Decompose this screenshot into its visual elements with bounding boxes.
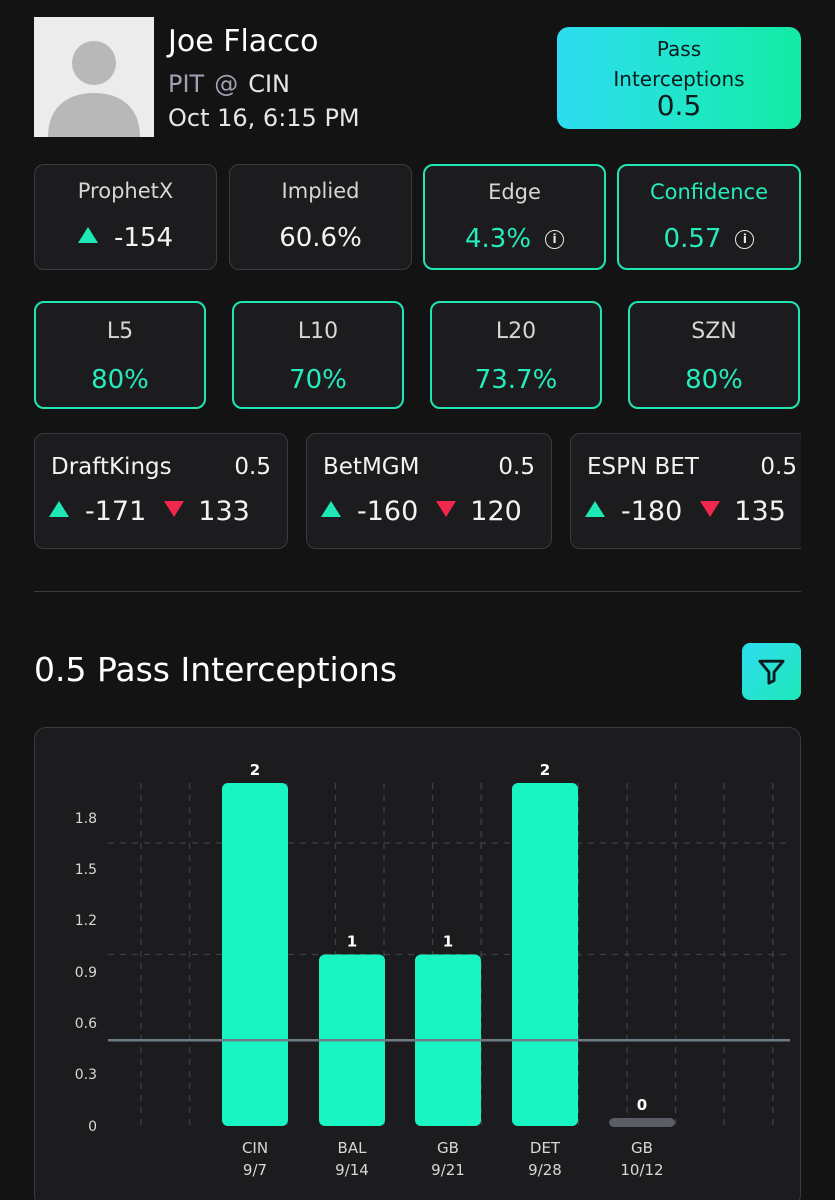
sportsbook-card-espn-bet[interactable]: ESPN BET 0.5 -180 135 [570, 433, 801, 549]
y-tick-label: 0.9 [75, 965, 97, 981]
hit-rate-l20[interactable]: L20 73.7% [430, 301, 602, 409]
x-date-label: 10/12 [620, 1161, 663, 1179]
y-tick-label: 1.8 [75, 811, 97, 827]
bar-value-label: 1 [443, 933, 453, 951]
chart-bar [222, 783, 288, 1126]
prop-line: 0.5 [656, 89, 702, 122]
chart-bar [512, 783, 578, 1126]
confidence-label: Confidence [649, 180, 769, 204]
y-tick-label: 0.6 [75, 1016, 97, 1032]
edge-row: 4.3% i [425, 224, 604, 254]
hit-rate-value: 80% [685, 365, 743, 395]
under-odds: 135 [734, 496, 786, 527]
triangle-down-icon [164, 501, 185, 517]
x-date-label: 9/21 [431, 1161, 465, 1179]
x-tick-label: DET [530, 1139, 561, 1157]
section-divider [34, 591, 801, 592]
triangle-up-icon [585, 501, 605, 517]
sportsbook-card-draftkings[interactable]: DraftKings 0.5 -171 133 [34, 433, 288, 549]
edge-label: Edge [488, 180, 541, 204]
hit-rate-label: L5 [106, 319, 134, 344]
team-abbr: PIT [168, 70, 205, 98]
book-name: ProphetX [77, 179, 174, 203]
over-odds: -160 [357, 496, 419, 527]
hit-rate-szn[interactable]: SZN 80% [628, 301, 800, 409]
prop-market: Pass Interceptions [557, 37, 801, 91]
bar-value-label: 2 [250, 761, 260, 779]
sportsbook-name: BetMGM [323, 454, 420, 480]
y-tick-label: 0 [88, 1119, 97, 1135]
hit-rate-label: L20 [495, 319, 537, 344]
hit-rate-l10[interactable]: L10 70% [232, 301, 404, 409]
chart-title: 0.5 Pass Interceptions [34, 650, 398, 689]
under-odds: 120 [470, 496, 522, 527]
info-icon[interactable]: i [735, 230, 755, 249]
book-odds-row: -154 [35, 223, 216, 253]
bar-value-label: 2 [540, 761, 550, 779]
under-odds: 133 [198, 496, 250, 527]
sportsbook-odds: -160 120 [321, 496, 522, 527]
bar-value-label: 1 [347, 933, 357, 951]
filter-icon [758, 659, 785, 685]
hit-rate-value: 73.7% [474, 365, 558, 395]
x-tick-label: CIN [242, 1139, 268, 1157]
chart-container: 0 0.3 0.6 0.9 1.2 1.5 1.8 2 CIN 9/7 1 BAL 9/14 1 GB 9/2… [34, 727, 801, 1200]
hit-rate-label: SZN [691, 319, 737, 344]
sportsbook-odds: -171 133 [49, 496, 250, 527]
hit-rate-l5[interactable]: L5 80% [34, 301, 206, 409]
at-symbol: @ [214, 70, 239, 98]
confidence-row: 0.57 i [619, 224, 799, 254]
bar-chart: 0 0.3 0.6 0.9 1.2 1.5 1.8 2 CIN 9/7 1 BAL 9/14 1 GB 9/2… [75, 761, 790, 1179]
info-icon[interactable]: i [545, 230, 565, 249]
chart-bar [609, 1118, 675, 1127]
x-date-label: 9/14 [335, 1161, 369, 1179]
prop-market-line1: Pass [656, 37, 702, 61]
y-tick-label: 0.3 [75, 1067, 97, 1083]
bar-value-label: 0 [637, 1096, 647, 1114]
x-date-label: 9/28 [528, 1161, 562, 1179]
y-tick-label: 1.2 [75, 913, 97, 929]
implied-label: Implied [281, 179, 360, 203]
sportsbook-line: 0.5 [498, 454, 535, 480]
edge-card: Edge 4.3% i [423, 164, 606, 270]
confidence-card: Confidence 0.57 i [617, 164, 801, 270]
sportsbook-name: DraftKings [51, 454, 172, 480]
sportsbook-odds: -180 135 [585, 496, 786, 527]
avatar-placeholder-icon [34, 17, 154, 137]
sportsbook-line: 0.5 [760, 454, 797, 480]
implied-value: 60.6% [279, 223, 362, 253]
player-name: Joe Flacco [168, 24, 319, 59]
triangle-down-icon [436, 501, 457, 517]
hit-rate-value: 80% [91, 365, 149, 395]
x-date-label: 9/7 [243, 1161, 267, 1179]
edge-value: 4.3% [464, 224, 532, 254]
matchup: PIT @ CIN [168, 70, 290, 98]
sportsbook-card-betmgm[interactable]: BetMGM 0.5 -160 120 [306, 433, 552, 549]
implied-card: Implied 60.6% [229, 164, 412, 270]
x-tick-label: GB [437, 1139, 459, 1157]
sportsbooks-scroller[interactable]: DraftKings 0.5 -171 133 BetMGM 0.5 -160 12… [34, 433, 801, 551]
book-odds-value: -154 [113, 223, 173, 253]
confidence-value: 0.57 [663, 224, 722, 254]
hit-rate-value: 70% [289, 365, 347, 395]
over-odds: -180 [621, 496, 683, 527]
opponent-abbr: CIN [248, 70, 291, 98]
x-tick-label: BAL [338, 1139, 368, 1157]
sportsbook-line: 0.5 [234, 454, 271, 480]
triangle-up-icon [49, 501, 69, 517]
prop-badge: Pass Interceptions 0.5 [557, 27, 801, 129]
game-time: Oct 16, 6:15 PM [168, 104, 360, 132]
triangle-up-icon [321, 501, 341, 517]
player-avatar [34, 17, 154, 137]
over-odds: -171 [85, 496, 147, 527]
x-tick-label: GB [631, 1139, 653, 1157]
prop-market-line2: Interceptions [613, 67, 745, 91]
sportsbook-name: ESPN BET [587, 454, 699, 480]
triangle-up-icon [77, 227, 98, 243]
filter-button[interactable] [742, 643, 801, 700]
book-odds-card: ProphetX -154 [34, 164, 217, 270]
triangle-down-icon [700, 501, 721, 517]
y-tick-label: 1.5 [75, 862, 97, 878]
hit-rate-label: L10 [297, 319, 339, 344]
